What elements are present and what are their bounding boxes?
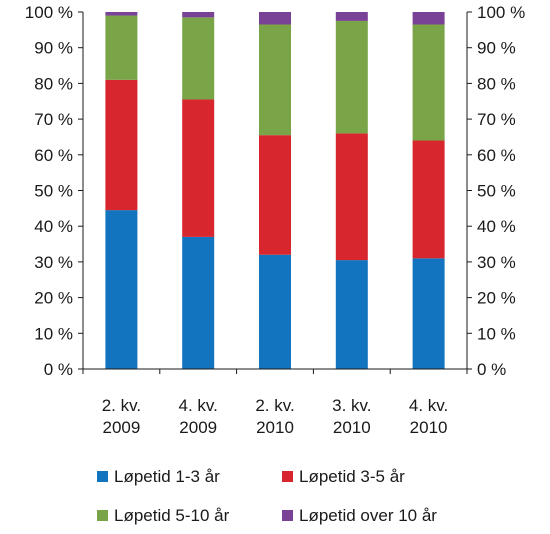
y-tick-label-left: 80 % (34, 74, 73, 93)
y-tick-label-left: 50 % (34, 182, 73, 201)
y-tick-label-left: 60 % (34, 146, 73, 165)
bars-layer (105, 12, 445, 369)
y-tick-label-right: 90 % (477, 39, 516, 58)
bar-segment-2-series-2 (182, 99, 215, 237)
legend-swatch (282, 510, 293, 521)
y-tick-label-right: 30 % (477, 253, 516, 272)
bar-segment-2-series-4 (182, 12, 215, 18)
legend-label: Løpetid 5-10 år (114, 506, 230, 525)
x-axis-category-labels: 2. kv. 2009 4. kv. 2009 2. kv. 2010 3. kv. 2010… (102, 396, 449, 437)
bar-segment-4-series-2 (335, 133, 368, 261)
legend: Løpetid 1-3 år Løpetid 3-5 år Løpetid 5-10… (97, 467, 437, 525)
x-category-label: 2. kv. (255, 396, 294, 415)
bar-segment-5-series-3 (412, 24, 445, 141)
bar-segment-3-series-1 (259, 254, 291, 369)
x-category-label: 2009 (179, 418, 217, 437)
legend-label: Løpetid over 10 år (299, 506, 437, 525)
bar-segment-4-series-4 (335, 12, 368, 21)
bar-segment-1-series-3 (105, 15, 138, 80)
y-tick-label-right: 10 % (477, 324, 516, 343)
y-tick-label-right: 0 % (477, 360, 506, 379)
bar-segment-4-series-3 (335, 20, 368, 134)
bar-segment-4-series-1 (335, 260, 368, 369)
y-tick-label-left: 20 % (34, 289, 73, 308)
bar-segment-3-series-3 (259, 24, 291, 136)
y-axis-right-ticks: 0 % 10 % 20 % 30 % 40 % 50 % 60 % 70 % 80 % 90 % 1… (477, 3, 525, 379)
y-tick-label-right: 60 % (477, 146, 516, 165)
bar-segment-1-series-2 (105, 79, 138, 211)
y-tick-label-right: 40 % (477, 217, 516, 236)
x-category-label: 2009 (102, 418, 140, 437)
x-category-label: 2010 (333, 418, 371, 437)
x-category-label: 4. kv. (409, 396, 448, 415)
y-tick-label-left: 70 % (34, 110, 73, 129)
legend-label: Løpetid 3-5 år (299, 467, 405, 486)
legend-swatch (282, 471, 293, 482)
x-category-label: 4. kv. (179, 396, 218, 415)
y-tick-label-right: 70 % (477, 110, 516, 129)
y-tick-label-right: 80 % (477, 74, 516, 93)
bar-segment-1-series-4 (105, 12, 138, 16)
y-tick-label-right: 100 % (477, 3, 525, 22)
bar-segment-3-series-4 (259, 12, 291, 25)
y-axis-left-ticks: 0 % 10 % 20 % 30 % 40 % 50 % 60 % 70 % 80 % 90 % 1… (25, 3, 73, 379)
x-category-label: 2. kv. (102, 396, 141, 415)
x-category-label: 2010 (256, 418, 294, 437)
bar-segment-2-series-3 (182, 17, 215, 100)
x-category-label: 2010 (410, 418, 448, 437)
y-tick-label-left: 10 % (34, 324, 73, 343)
legend-swatch (97, 510, 108, 521)
y-tick-label-left: 30 % (34, 253, 73, 272)
axes-layer (78, 11, 472, 374)
x-category-label: 3. kv. (332, 396, 371, 415)
y-tick-label-left: 40 % (34, 217, 73, 236)
bar-segment-1-series-1 (105, 210, 138, 369)
y-tick-label-right: 20 % (477, 289, 516, 308)
legend-label: Løpetid 1-3 år (114, 467, 220, 486)
y-tick-label-left: 90 % (34, 39, 73, 58)
bar-segment-5-series-2 (412, 140, 445, 259)
legend-swatch (97, 471, 108, 482)
bar-segment-5-series-1 (412, 258, 445, 369)
bar-segment-2-series-1 (182, 236, 215, 369)
y-tick-label-left: 100 % (25, 3, 73, 22)
bar-segment-3-series-2 (259, 135, 291, 255)
bar-segment-5-series-4 (412, 12, 445, 25)
y-tick-label-left: 0 % (44, 360, 73, 379)
y-tick-label-right: 50 % (477, 182, 516, 201)
